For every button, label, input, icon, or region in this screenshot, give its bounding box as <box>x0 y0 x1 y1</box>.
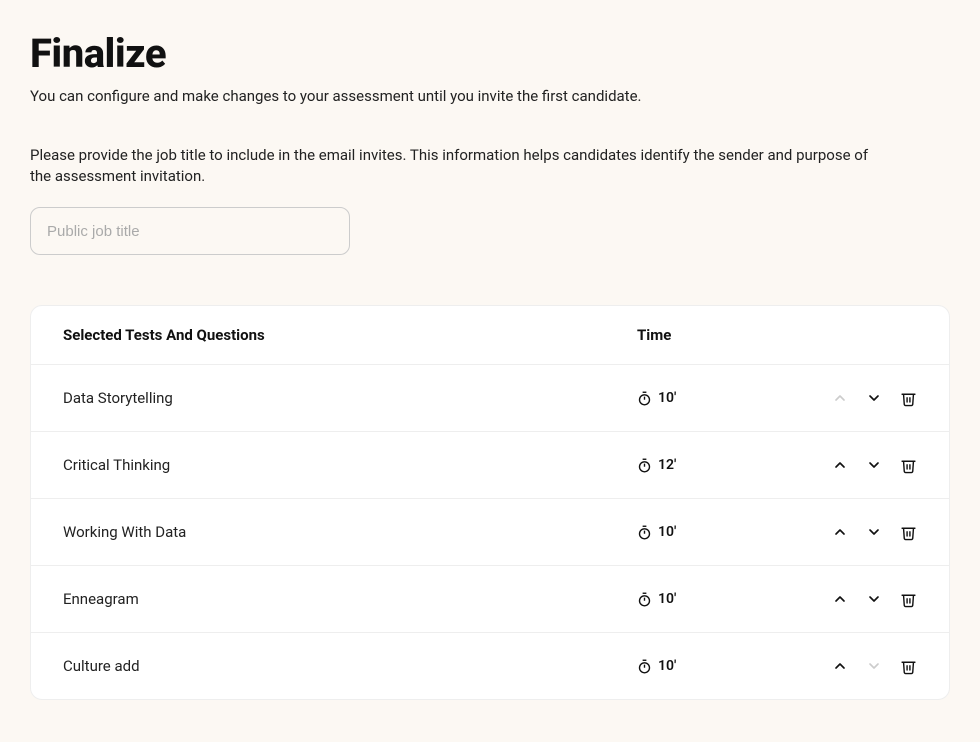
move-down-button[interactable] <box>866 457 882 473</box>
timer-icon <box>637 525 652 540</box>
test-name: Culture add <box>63 657 637 675</box>
delete-button[interactable] <box>900 658 917 675</box>
page-title: Finalize <box>30 30 950 77</box>
move-down-button[interactable] <box>866 390 882 406</box>
move-up-button <box>832 390 848 406</box>
test-name: Data Storytelling <box>63 389 637 407</box>
time-value: 10' <box>658 658 676 674</box>
time-value: 10' <box>658 524 676 540</box>
table-header: Selected Tests And Questions Time <box>31 306 949 365</box>
job-title-input[interactable] <box>30 207 350 255</box>
delete-button[interactable] <box>900 524 917 541</box>
table-row: Data Storytelling 10' <box>31 365 949 432</box>
test-name: Working With Data <box>63 523 637 541</box>
time-value: 12' <box>658 457 676 473</box>
delete-button[interactable] <box>900 457 917 474</box>
move-up-button[interactable] <box>832 658 848 674</box>
job-title-description: Please provide the job title to include … <box>30 145 890 187</box>
move-up-button[interactable] <box>832 524 848 540</box>
column-header-name: Selected Tests And Questions <box>63 326 637 344</box>
move-up-button[interactable] <box>832 591 848 607</box>
delete-button[interactable] <box>900 591 917 608</box>
test-time: 10' <box>637 524 777 540</box>
delete-button[interactable] <box>900 390 917 407</box>
test-time: 12' <box>637 457 777 473</box>
timer-icon <box>637 592 652 607</box>
time-value: 10' <box>658 591 676 607</box>
table-row: Working With Data 10' <box>31 499 949 566</box>
test-name: Enneagram <box>63 590 637 608</box>
test-name: Critical Thinking <box>63 456 637 474</box>
test-time: 10' <box>637 591 777 607</box>
move-up-button[interactable] <box>832 457 848 473</box>
test-time: 10' <box>637 390 777 406</box>
table-row: Culture add 10' <box>31 633 949 699</box>
table-row: Enneagram 10' <box>31 566 949 633</box>
tests-table: Selected Tests And Questions Time Data S… <box>30 305 950 700</box>
table-row: Critical Thinking 12' <box>31 432 949 499</box>
page-subtitle: You can configure and make changes to yo… <box>30 87 950 105</box>
move-down-button[interactable] <box>866 591 882 607</box>
time-value: 10' <box>658 390 676 406</box>
test-time: 10' <box>637 658 777 674</box>
move-down-button[interactable] <box>866 524 882 540</box>
timer-icon <box>637 659 652 674</box>
timer-icon <box>637 391 652 406</box>
column-header-time: Time <box>637 326 777 344</box>
timer-icon <box>637 458 652 473</box>
move-down-button <box>866 658 882 674</box>
